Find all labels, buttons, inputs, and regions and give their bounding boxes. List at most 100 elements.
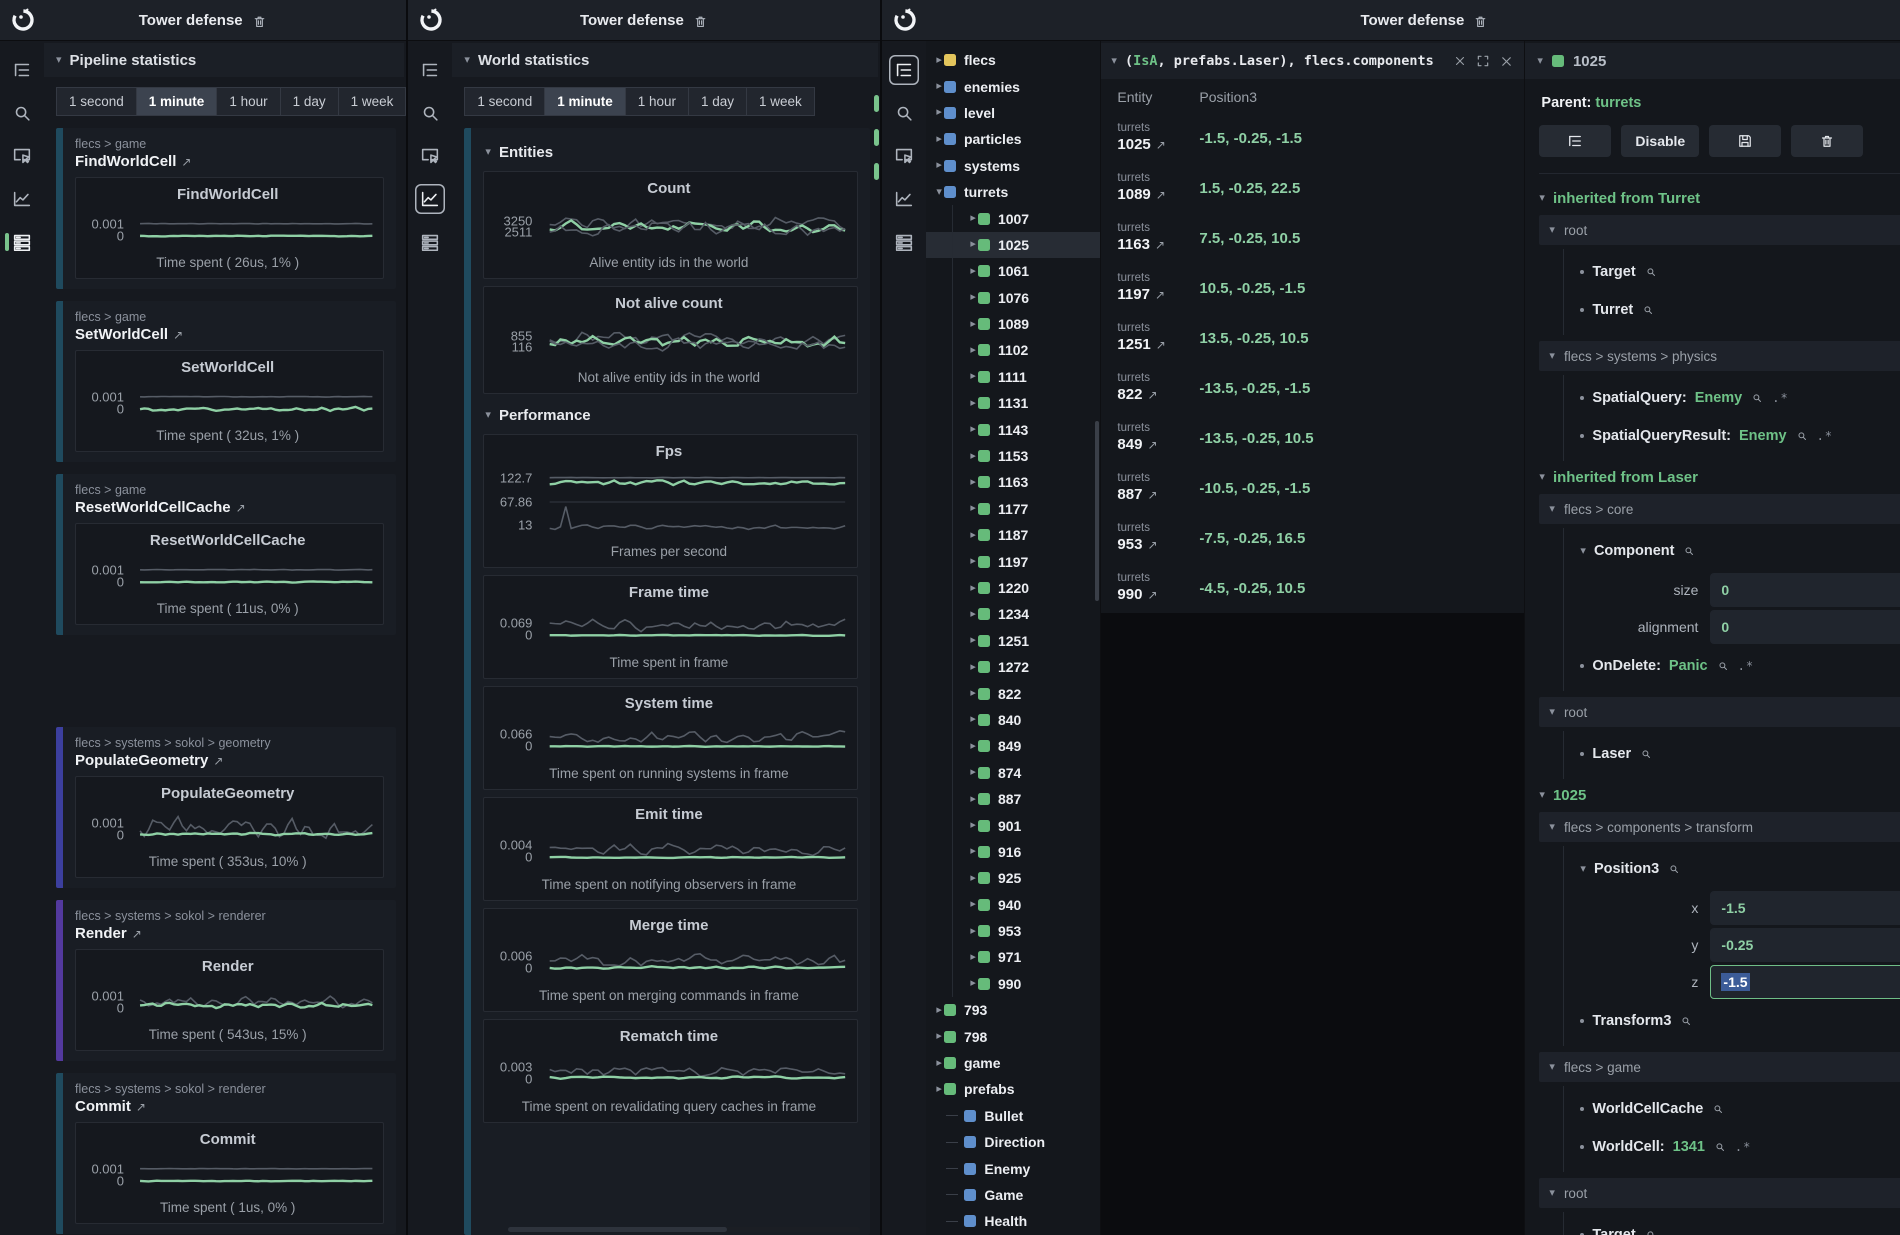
tree-item-1111[interactable]: ▸1111 — [926, 364, 1100, 390]
tree-item-925[interactable]: ▸925 — [926, 865, 1100, 891]
entity-link[interactable]: 887↗ — [1117, 486, 1199, 504]
external-link-icon[interactable]: ↗ — [136, 1100, 146, 1114]
tree-item-1076[interactable]: ▸1076 — [926, 285, 1100, 311]
tree-item-level[interactable]: ▸level — [926, 100, 1100, 126]
card-title[interactable]: ResetWorldCellCache↗ — [75, 499, 384, 516]
tree-item-1025[interactable]: ▸1025 — [926, 232, 1100, 258]
card-title[interactable]: SetWorldCell↗ — [75, 326, 384, 343]
magnifier-icon[interactable] — [1750, 391, 1764, 405]
entity-link[interactable]: 990↗ — [1117, 586, 1199, 604]
tree-item-Game[interactable]: Game — [926, 1182, 1100, 1208]
magnifier-icon[interactable] — [1713, 1140, 1727, 1154]
tree-item-enemies[interactable]: ▸enemies — [926, 73, 1100, 99]
sidebar-inspector-button[interactable] — [889, 141, 919, 171]
field-value-input[interactable]: -1.5 — [1710, 891, 1900, 925]
sidebar-stats-button[interactable] — [889, 184, 919, 214]
sidebar-world-stats-button[interactable] — [889, 227, 919, 257]
logo-wrap[interactable] — [418, 7, 444, 33]
magnifier-icon[interactable] — [1639, 747, 1653, 761]
external-link-icon[interactable]: ↗ — [213, 754, 223, 768]
pair-target-link[interactable]: Panic — [1669, 658, 1708, 674]
tree-item-916[interactable]: ▸916 — [926, 839, 1100, 865]
tree-item-turrets[interactable]: ▾turrets — [926, 179, 1100, 205]
tree-scrollbar-thumb[interactable] — [1095, 421, 1099, 601]
sidebar-tree-button[interactable] — [889, 55, 919, 85]
field-value-input[interactable]: -0.25 — [1710, 928, 1900, 962]
horizontal-scrollbar[interactable] — [508, 1227, 860, 1232]
external-link-icon[interactable]: ↗ — [173, 328, 183, 342]
field-value-input[interactable]: -1.5 — [1710, 965, 1900, 999]
tree-item-990[interactable]: ▸990 — [926, 971, 1100, 997]
trash-icon-button[interactable] — [251, 13, 268, 30]
tree-item-822[interactable]: ▸822 — [926, 680, 1100, 706]
tree-item-1007[interactable]: ▸1007 — [926, 205, 1100, 231]
tree-item-Bullet[interactable]: Bullet — [926, 1103, 1100, 1129]
tree-item-1089[interactable]: ▸1089 — [926, 311, 1100, 337]
tree-item-887[interactable]: ▸887 — [926, 786, 1100, 812]
entity-link[interactable]: 1025↗ — [1117, 136, 1199, 154]
component-group-header[interactable]: ▾flecs > systems > physics — [1539, 341, 1900, 371]
section-header[interactable]: ▾Entities — [483, 138, 858, 171]
tree-item-1102[interactable]: ▸1102 — [926, 337, 1100, 363]
external-link-icon[interactable]: ↗ — [1147, 538, 1157, 552]
tree-item-Enemy[interactable]: Enemy — [926, 1155, 1100, 1181]
logo-wrap[interactable] — [892, 7, 918, 33]
tree-item-1197[interactable]: ▸1197 — [926, 548, 1100, 574]
panel-header[interactable]: ▾World statistics — [452, 43, 878, 77]
tree-item-1187[interactable]: ▸1187 — [926, 522, 1100, 548]
external-link-icon[interactable]: ↗ — [1156, 338, 1166, 352]
pair-target-link[interactable]: 1341 — [1673, 1139, 1705, 1155]
entity-link[interactable]: 822↗ — [1117, 386, 1199, 404]
tree-item-flecs[interactable]: ▸flecs — [926, 47, 1100, 73]
tree-item-874[interactable]: ▸874 — [926, 760, 1100, 786]
time-range-button[interactable]: 1 hour — [217, 87, 280, 116]
external-link-icon[interactable]: ↗ — [236, 501, 246, 515]
external-link-icon[interactable]: ↗ — [1147, 588, 1157, 602]
tree-item-prefabs[interactable]: ▸prefabs — [926, 1076, 1100, 1102]
card-title[interactable]: Render↗ — [75, 925, 384, 942]
delete-button[interactable] — [1791, 125, 1863, 157]
sidebar-inspector-button[interactable] — [7, 141, 37, 171]
magnifier-icon[interactable] — [1711, 1102, 1725, 1116]
magnifier-icon[interactable] — [1795, 429, 1809, 443]
tree-item-1177[interactable]: ▸1177 — [926, 496, 1100, 522]
sidebar-world-stats-button[interactable] — [7, 227, 37, 257]
time-range-button[interactable]: 1 minute — [137, 87, 218, 116]
magnifier-icon[interactable] — [1641, 303, 1655, 317]
external-link-icon[interactable]: ↗ — [1155, 288, 1165, 302]
trash-icon-button[interactable] — [692, 13, 709, 30]
component-group-header[interactable]: ▾root — [1539, 1178, 1900, 1208]
tree-item-1251[interactable]: ▸1251 — [926, 628, 1100, 654]
magnifier-icon[interactable] — [1716, 659, 1730, 673]
time-range-button[interactable]: 1 day — [281, 87, 339, 116]
disable-button[interactable]: Disable — [1621, 125, 1699, 157]
component-group-header[interactable]: ▾flecs > game — [1539, 1052, 1900, 1082]
entity-link[interactable]: 1251↗ — [1117, 336, 1199, 354]
component-group-header[interactable]: ▾flecs > core — [1539, 494, 1900, 524]
tree-item-particles[interactable]: ▸particles — [926, 126, 1100, 152]
external-link-icon[interactable]: ↗ — [1156, 188, 1166, 202]
magnifier-icon[interactable] — [1644, 265, 1658, 279]
entity-link[interactable]: 1197↗ — [1117, 286, 1199, 304]
time-range-button[interactable]: 1 hour — [626, 87, 689, 116]
external-link-icon[interactable]: ↗ — [1155, 238, 1165, 252]
field-value-input[interactable]: 0 — [1710, 573, 1900, 607]
tree-item-Direction[interactable]: Direction — [926, 1129, 1100, 1155]
entity-link[interactable]: 953↗ — [1117, 536, 1199, 554]
time-range-button[interactable]: 1 day — [689, 87, 747, 116]
sidebar-query-button[interactable] — [7, 98, 37, 128]
entity-link[interactable]: 1089↗ — [1117, 186, 1199, 204]
close-query-button[interactable] — [1499, 54, 1514, 69]
tree-item-798[interactable]: ▸798 — [926, 1023, 1100, 1049]
horizontal-scrollbar-thumb[interactable] — [508, 1227, 726, 1232]
magnifier-icon[interactable] — [1667, 862, 1681, 876]
field-value-input[interactable]: 0 — [1710, 610, 1900, 644]
tree-item-game[interactable]: ▸game — [926, 1050, 1100, 1076]
inspector-section-header[interactable]: ▾inherited from Turret — [1539, 190, 1900, 207]
magnifier-icon[interactable] — [1679, 1014, 1693, 1028]
tree-item-901[interactable]: ▸901 — [926, 812, 1100, 838]
tree-item-1143[interactable]: ▸1143 — [926, 416, 1100, 442]
logo-wrap[interactable] — [10, 7, 36, 33]
external-link-icon[interactable]: ↗ — [1147, 438, 1157, 452]
entity-link[interactable]: 849↗ — [1117, 436, 1199, 454]
